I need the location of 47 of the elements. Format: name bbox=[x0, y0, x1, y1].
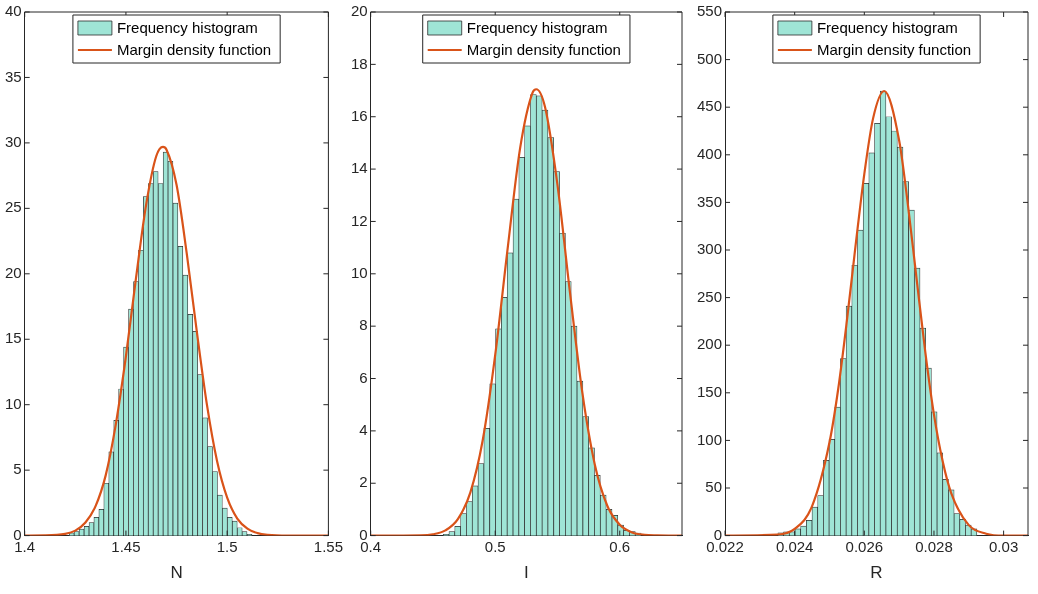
x-axis-title: N bbox=[170, 563, 183, 583]
y-tick-label: 200 bbox=[697, 335, 723, 353]
x-tick-label: 0.6 bbox=[609, 537, 631, 555]
y-tick-label: 350 bbox=[697, 192, 723, 210]
y-tick-label: 550 bbox=[697, 2, 723, 20]
y-tick-label: 500 bbox=[697, 49, 723, 67]
legend-label: Margin density function bbox=[466, 41, 621, 59]
x-tick-label: 0.024 bbox=[775, 537, 814, 555]
x-tick-label: 1.5 bbox=[216, 537, 238, 555]
y-tick-label: 6 bbox=[359, 368, 368, 386]
y-tick-label: 450 bbox=[697, 97, 723, 115]
y-tick-label: 300 bbox=[697, 240, 723, 258]
x-axis-title: R bbox=[870, 563, 883, 583]
y-tick-label: 15 bbox=[5, 329, 22, 347]
legend-label: Frequency histogram bbox=[816, 19, 958, 37]
y-tick-label: 50 bbox=[705, 478, 723, 496]
y-tick-label: 40 bbox=[5, 2, 22, 20]
y-tick-label: 18 bbox=[351, 54, 368, 72]
y-tick-label: 8 bbox=[359, 316, 368, 334]
y-tick-label: 10 bbox=[5, 394, 22, 412]
y-tick-label: 150 bbox=[697, 382, 723, 400]
y-tick-label: 20 bbox=[351, 2, 368, 20]
y-tick-label: 12 bbox=[351, 211, 368, 229]
y-tick-label: 2 bbox=[359, 473, 368, 491]
x-tick-label: 0.026 bbox=[845, 537, 884, 555]
x-tick-label: 0.028 bbox=[915, 537, 953, 555]
y-tick-label: 25 bbox=[5, 198, 22, 216]
x-tick-label: 1.45 bbox=[111, 537, 141, 555]
y-tick-label: 250 bbox=[697, 287, 723, 305]
x-tick-label: 1.55 bbox=[313, 537, 343, 555]
y-tick-label: 14 bbox=[351, 159, 368, 177]
x-tick-label: 0.5 bbox=[484, 537, 506, 555]
y-tick-label: 20 bbox=[5, 263, 22, 281]
x-tick-label: 0.03 bbox=[989, 537, 1019, 555]
legend-label: Frequency histogram bbox=[116, 19, 258, 37]
y-tick-label: 400 bbox=[697, 144, 723, 162]
y-tick-label: 16 bbox=[351, 106, 368, 124]
y-tick-label: 10 bbox=[351, 263, 368, 281]
x-axis-title: I bbox=[523, 563, 529, 583]
y-tick-label: 30 bbox=[5, 133, 22, 151]
legend-label: Margin density function bbox=[116, 41, 272, 59]
y-tick-label: 35 bbox=[5, 67, 22, 85]
legend-label: Margin density function bbox=[816, 41, 972, 59]
y-tick-label: 4 bbox=[359, 421, 368, 439]
y-tick-label: 100 bbox=[697, 430, 723, 448]
y-tick-label: 5 bbox=[13, 460, 22, 478]
legend-label: Frequency histogram bbox=[466, 19, 608, 37]
